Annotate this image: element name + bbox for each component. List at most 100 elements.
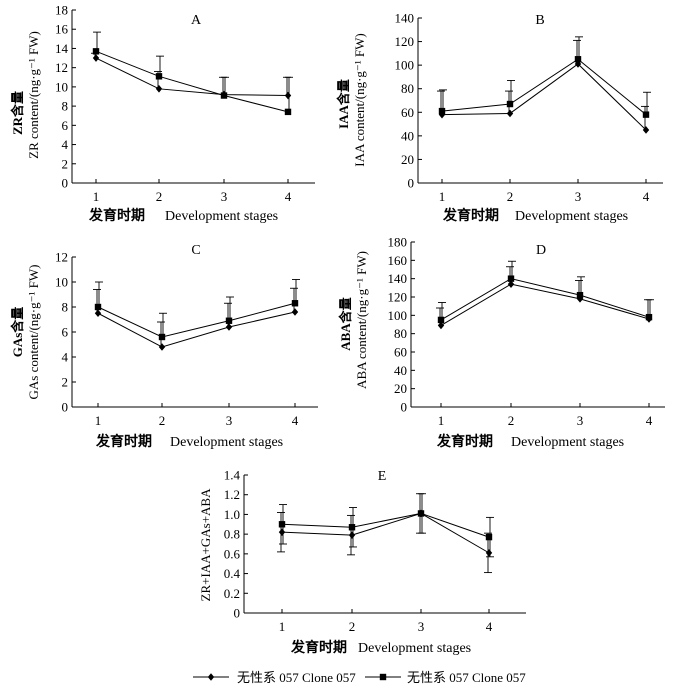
legend-marker-square (379, 673, 387, 681)
x-tick-label: 3 (221, 189, 228, 204)
x-tick-label: 1 (438, 413, 445, 428)
x-tick-label: 1 (93, 189, 100, 204)
y-tick-label: 8 (62, 99, 69, 114)
series-diamond (277, 493, 493, 574)
data-point (225, 317, 233, 324)
x-axis-label-cn: 发育时期 (88, 207, 145, 224)
data-point (507, 280, 515, 288)
y-axis-label-cn: GAs含量 (10, 307, 25, 358)
data-point (417, 510, 425, 517)
data-point (92, 48, 100, 55)
y-tick-label: 2 (62, 375, 69, 390)
y-tick-label: 60 (401, 105, 414, 120)
y-tick-label: 16 (55, 22, 69, 37)
x-axis-label-cn: 发育时期 (95, 433, 152, 450)
panel-label: D (536, 243, 546, 258)
data-point (506, 100, 514, 108)
series-diamond (436, 266, 653, 330)
series-line (281, 512, 490, 538)
y-tick-label: 0 (62, 400, 69, 415)
x-axis-label-cn: 发育时期 (290, 639, 347, 656)
data-point (437, 321, 445, 330)
data-point (284, 108, 292, 116)
y-axis-label-cn: ABA含量 (338, 297, 353, 350)
x-tick-label: 3 (418, 619, 425, 634)
y-axis-label-cn: IAA含量 (336, 79, 351, 129)
y-tick-label: 0.6 (224, 546, 241, 561)
x-tick-label: 2 (507, 189, 514, 204)
y-tick-label: 100 (395, 58, 415, 73)
x-tick-label: 3 (226, 413, 233, 428)
series-line (441, 63, 647, 131)
data-point (291, 300, 299, 307)
data-point (291, 308, 299, 316)
data-point (284, 91, 292, 100)
legend-marker-diamond (207, 673, 215, 681)
data-point (574, 56, 582, 63)
series-square (92, 31, 293, 116)
data-point (94, 303, 102, 311)
x-tick-label: 2 (508, 413, 515, 428)
data-point (155, 85, 163, 93)
series-diamond (437, 39, 650, 134)
data-point (348, 524, 356, 531)
y-tick-label: 20 (401, 152, 414, 167)
y-tick-label: 1.0 (224, 507, 240, 522)
data-point (220, 92, 228, 99)
y-axis-label-en: GAs content/(ng·g⁻¹ FW) (26, 265, 41, 400)
data-point (485, 549, 493, 557)
series-line (441, 58, 647, 116)
x-tick-label: 3 (577, 413, 584, 428)
x-axis-label-en: Development stages (165, 209, 278, 224)
data-point (225, 323, 233, 331)
y-axis-label-en: ZR+IAA+GAs+ABA (198, 488, 213, 602)
data-point (485, 533, 493, 541)
y-tick-label: 180 (388, 235, 408, 250)
panel-d: 0 20 40 60 80 100 120 140 160 180 1 2 3 4 D 发育时期 Develop… (338, 235, 665, 450)
y-tick-label: 10 (55, 79, 68, 94)
x-tick-label: 3 (575, 189, 582, 204)
y-tick-label: 60 (394, 345, 407, 360)
y-tick-label: 1.2 (224, 487, 240, 502)
panel-label: C (191, 243, 200, 258)
panel-label: B (535, 13, 544, 28)
series-square (437, 260, 654, 324)
y-tick-label: 12 (55, 250, 68, 265)
x-tick-label: 4 (285, 189, 292, 204)
data-point (92, 54, 100, 62)
y-tick-label: 120 (395, 34, 415, 49)
legend-label: 无性系 057 Clone 057 (237, 670, 356, 685)
series-line (440, 283, 650, 326)
y-tick-label: 4 (62, 137, 69, 152)
x-tick-label: 2 (159, 413, 166, 428)
y-tick-label: 12 (55, 60, 68, 75)
y-tick-label: 120 (388, 290, 408, 305)
y-tick-label: 80 (401, 81, 414, 96)
x-axis-label-cn: 发育时期 (436, 433, 493, 450)
panel-b: 0 20 40 60 80 100 120 140 1 2 3 4 B 发育时期 Development s… (336, 11, 663, 224)
data-point (506, 109, 514, 118)
series-diamond (91, 52, 292, 100)
y-tick-label: 6 (62, 325, 69, 340)
y-tick-label: 14 (55, 41, 69, 56)
y-tick-label: 18 (55, 3, 68, 18)
series-line (97, 302, 296, 338)
x-tick-label: 2 (349, 619, 356, 634)
y-tick-label: 160 (388, 253, 408, 268)
x-tick-label: 4 (486, 619, 493, 634)
panel-label: A (191, 13, 202, 28)
data-point (278, 528, 286, 536)
legend: 无性系 057 Clone 057 无性系 057 Clone 057 (193, 670, 526, 685)
x-tick-label: 4 (643, 189, 650, 204)
y-tick-label: 0 (62, 176, 69, 191)
y-tick-label: 140 (395, 11, 415, 26)
data-point (507, 275, 515, 282)
x-tick-label: 4 (292, 413, 299, 428)
x-tick-label: 1 (95, 413, 102, 428)
y-tick-label: 0 (408, 176, 415, 191)
x-tick-label: 2 (156, 189, 163, 204)
y-tick-label: 80 (394, 326, 407, 341)
x-tick-label: 1 (439, 189, 446, 204)
series-square (278, 493, 494, 558)
